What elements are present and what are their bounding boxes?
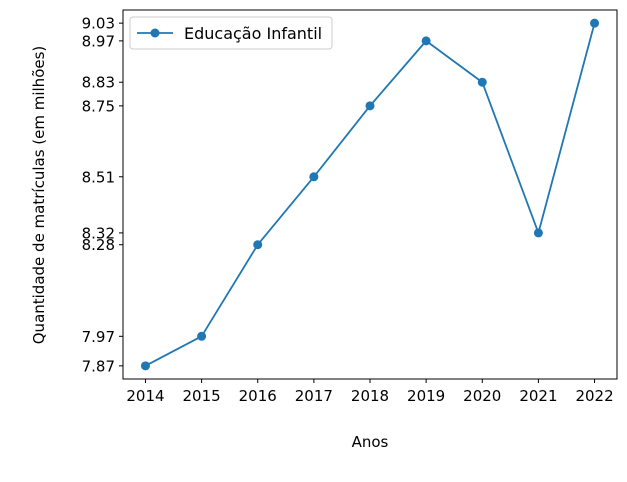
y-tick-label: 8.51 <box>82 168 115 186</box>
plot-frame <box>122 9 618 380</box>
data-point <box>365 101 375 111</box>
legend: Educação Infantil <box>129 16 333 50</box>
data-point <box>197 331 207 341</box>
x-tick-label: 2022 <box>575 387 613 405</box>
data-point <box>421 36 431 46</box>
x-tick-label: 2019 <box>407 387 445 405</box>
y-tick-label: 8.28 <box>82 236 115 254</box>
x-tick-label: 2016 <box>239 387 277 405</box>
legend-box <box>129 16 333 50</box>
y-tick-label: 9.03 <box>82 15 115 33</box>
x-tick-label: 2021 <box>519 387 557 405</box>
y-tick-label: 8.75 <box>82 97 115 115</box>
y-tick-label: 7.97 <box>82 328 115 346</box>
data-point <box>140 361 150 371</box>
y-axis-ticks: 7.87 7.97 8.288.32 8.51 8.75 8.83 8.979.03 <box>82 15 123 375</box>
x-axis-ticks: 2014 2015 2016 2017 2018 2019 2020 2021 2022 <box>126 379 614 405</box>
x-tick-label: 2017 <box>295 387 333 405</box>
data-point <box>477 77 487 87</box>
legend-entry-educacao-infantil: Educação Infantil <box>184 24 322 43</box>
series-layer <box>140 18 600 371</box>
data-point <box>253 240 263 250</box>
x-tick-label: 2020 <box>463 387 501 405</box>
x-tick-label: 2014 <box>126 387 164 405</box>
data-point <box>309 172 319 182</box>
y-tick-label: 7.87 <box>82 357 115 375</box>
plot-background <box>123 10 617 379</box>
y-tick-label: 8.97 <box>82 32 115 50</box>
x-axis-label: Anos <box>352 433 389 451</box>
y-tick-label: 8.83 <box>82 74 115 92</box>
y-axis-label: Quantidade de matrículas (em milhões) <box>30 46 48 345</box>
legend-point-marker <box>150 28 160 38</box>
data-point <box>533 228 543 238</box>
y-tick-label: 8.32 <box>82 224 115 242</box>
x-tick-label: 2018 <box>351 387 389 405</box>
x-tick-label: 2015 <box>182 387 220 405</box>
data-point <box>590 18 600 28</box>
